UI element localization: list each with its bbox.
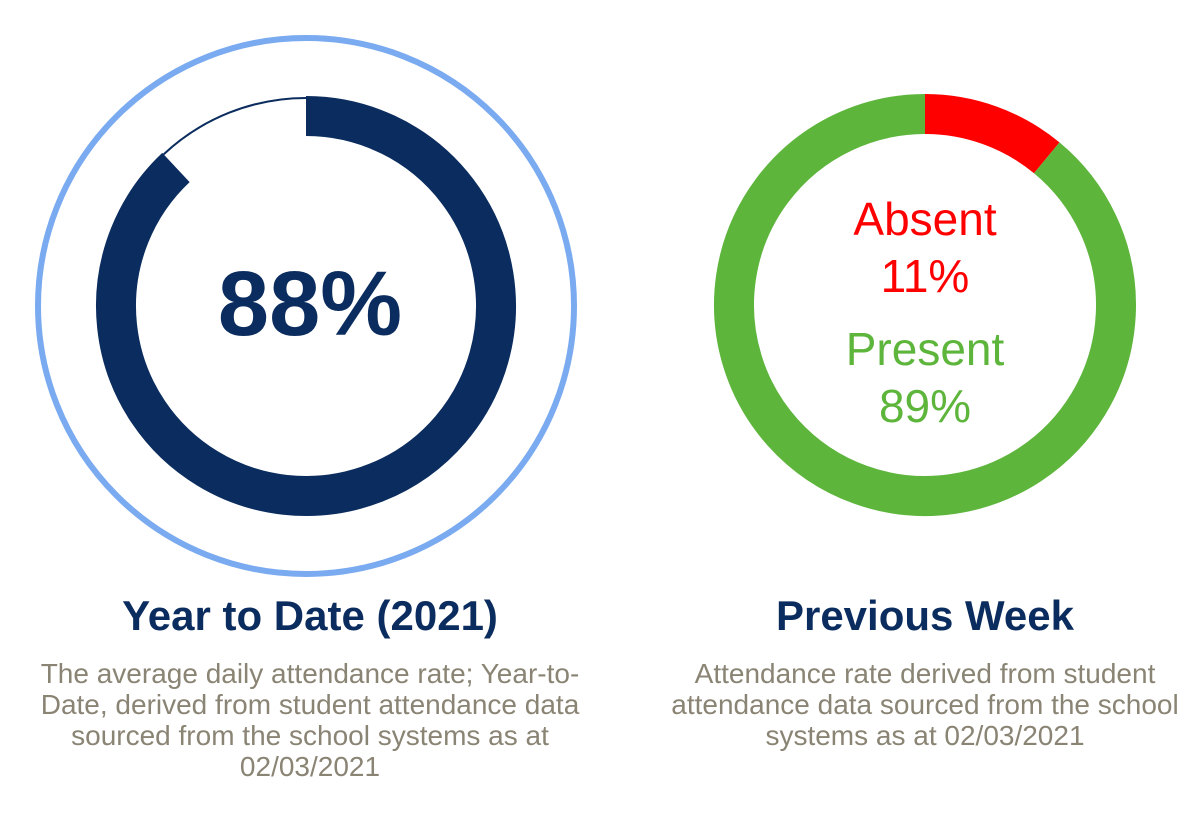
- ytd-focus-outline: [35, 35, 577, 577]
- week-donut-svg: [714, 94, 1136, 516]
- slice-present: [714, 94, 1136, 516]
- slice-absent: [924, 94, 1060, 174]
- absent-value: 11%: [880, 250, 970, 302]
- ytd-description: The average daily attendance rate; Year-…: [40, 658, 580, 782]
- present-value: 89%: [878, 380, 972, 432]
- ytd-remainder-arc: [162, 97, 307, 156]
- ytd-ring-svg: [35, 35, 577, 577]
- ytd-center-value: 88%: [217, 253, 403, 355]
- ytd-title: Year to Date (2021): [122, 592, 498, 639]
- ytd-ring-chart: 88%: [0, 0, 620, 590]
- present-label: Present: [845, 323, 1005, 375]
- absent-label: Absent: [853, 193, 997, 245]
- ytd-progress-arc: [96, 96, 516, 516]
- week-description: Attendance rate derived from student att…: [671, 658, 1179, 751]
- week-donut-chart: Absent 11% Present 89%: [700, 80, 1150, 530]
- week-title: Previous Week: [775, 592, 1075, 639]
